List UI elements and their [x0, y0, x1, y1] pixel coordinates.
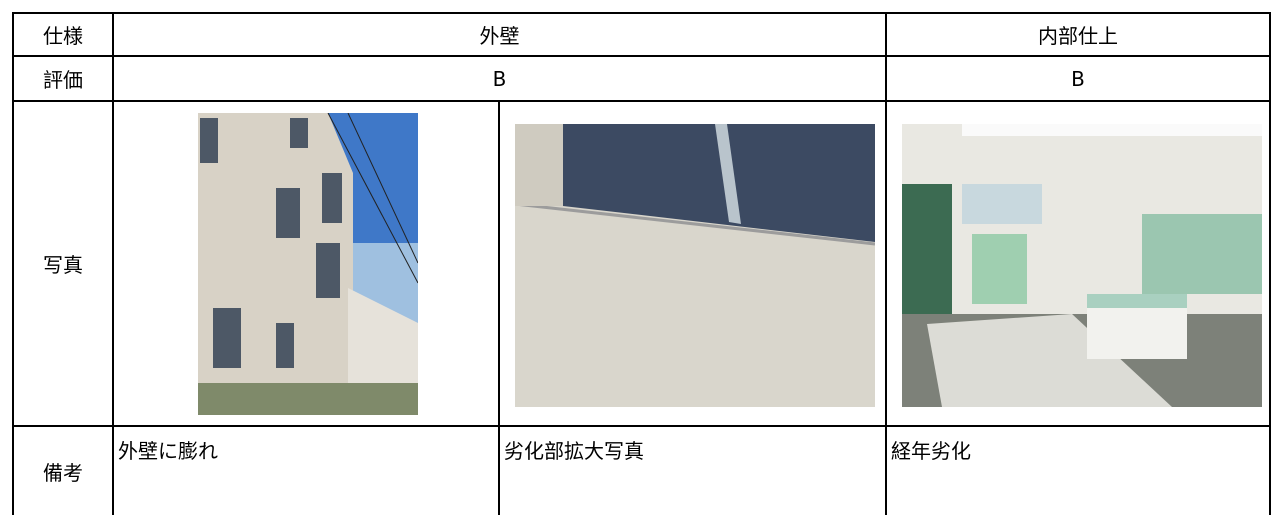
cell: 仕様	[43, 24, 83, 48]
border	[112, 12, 114, 515]
border	[12, 12, 1271, 14]
cell: 評価	[43, 68, 83, 92]
cell: B	[1071, 66, 1085, 91]
photo	[902, 124, 1262, 407]
photo	[198, 113, 418, 415]
border	[498, 100, 500, 515]
cell: 内部仕上	[1038, 24, 1118, 48]
cell: 劣化部拡大写真	[504, 439, 644, 463]
border	[12, 425, 1271, 427]
border	[12, 12, 14, 515]
cell: 経年劣化	[891, 439, 971, 463]
cell: 外壁に膨れ	[118, 439, 218, 463]
cell: B	[492, 66, 507, 91]
border	[1269, 12, 1271, 515]
cell: 備考	[43, 460, 83, 485]
border	[12, 100, 1271, 102]
border	[12, 55, 1271, 57]
cell: 外壁	[479, 24, 520, 48]
border	[885, 12, 887, 515]
cell: 写真	[43, 253, 83, 277]
photo	[515, 124, 875, 407]
